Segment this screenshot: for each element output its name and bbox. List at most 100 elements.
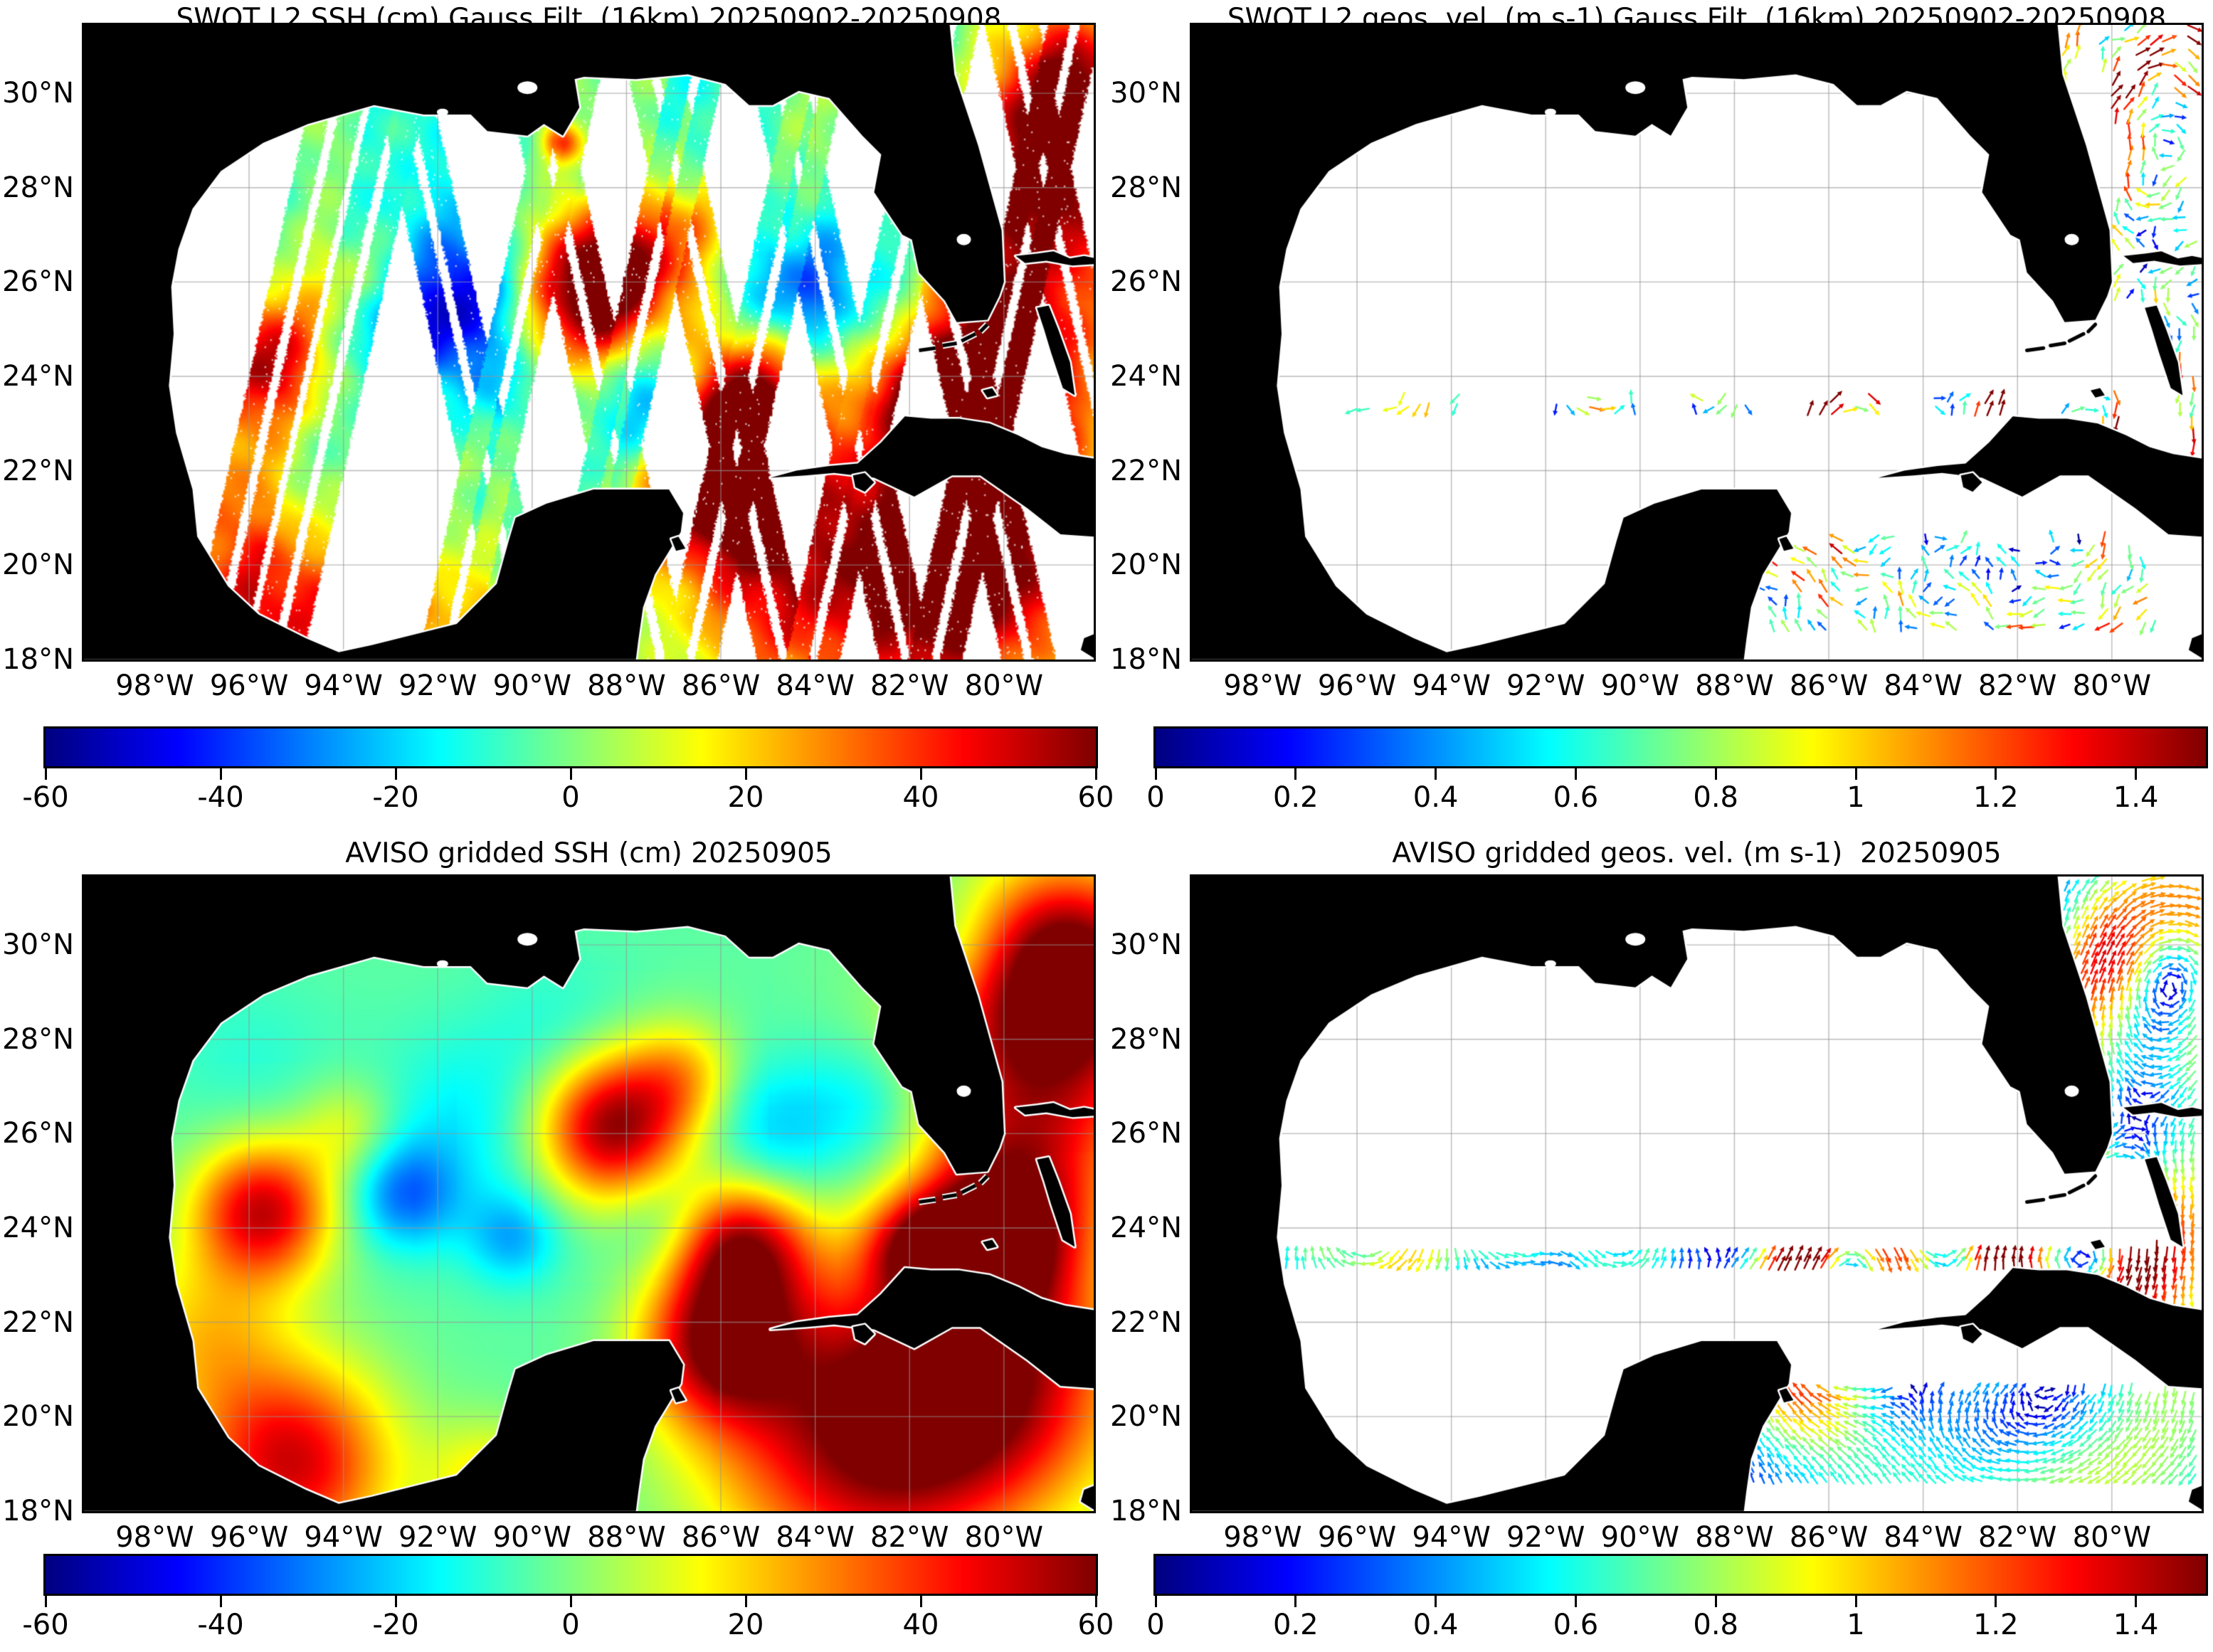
colorbar-tick bbox=[44, 1596, 47, 1607]
colorbar-tick-label: 0 bbox=[561, 1609, 580, 1641]
colorbar-tick bbox=[1995, 768, 1997, 780]
colorbar-tick-label: 1 bbox=[1847, 1609, 1865, 1641]
map-canvas-aviso-ssh bbox=[82, 874, 1096, 1513]
lat-tick-label: 22°N bbox=[1110, 454, 1182, 487]
colorbar-tick-label: 1 bbox=[1847, 781, 1865, 814]
colorbar-tick bbox=[1294, 768, 1297, 780]
lon-tick-label: 90°W bbox=[492, 669, 572, 702]
colorbar-tick-label: 1.2 bbox=[1972, 781, 2019, 814]
colorbar-tick bbox=[44, 768, 47, 780]
colorbar-tick-label: 0.2 bbox=[1272, 1609, 1319, 1641]
lon-tick-label: 94°W bbox=[1412, 669, 1491, 702]
colorbar-tick bbox=[1714, 768, 1717, 780]
lon-tick-label: 96°W bbox=[209, 669, 289, 702]
colorbar-tick bbox=[919, 768, 922, 780]
colorbar-tick bbox=[1094, 1596, 1097, 1607]
colorbar-tick bbox=[394, 768, 397, 780]
colorbar-tick bbox=[1574, 1596, 1577, 1607]
colorbar-tick bbox=[2135, 1596, 2138, 1607]
colorbar-tick-label: -40 bbox=[197, 1609, 244, 1641]
colorbar-tick bbox=[744, 1596, 747, 1607]
lon-tick-label: 86°W bbox=[1789, 1521, 1869, 1554]
lat-tick-label: 24°N bbox=[1110, 1211, 1182, 1244]
lat-tick-label: 26°N bbox=[2, 1117, 74, 1150]
colorbar-tick bbox=[394, 1596, 397, 1607]
colorbar-tick-label: 60 bbox=[1077, 1609, 1114, 1641]
lat-tick-label: 28°N bbox=[1110, 171, 1182, 204]
colorbar-tick bbox=[1435, 1596, 1437, 1607]
colorbar-vel-bottom bbox=[1153, 1554, 2208, 1596]
colorbar-tick-label: 20 bbox=[727, 781, 764, 814]
colorbar-tick bbox=[569, 768, 572, 780]
lon-tick-label: 80°W bbox=[964, 669, 1044, 702]
colorbar-tick bbox=[219, 768, 222, 780]
lon-tick-label: 86°W bbox=[681, 669, 761, 702]
colorbar-tick-label: 20 bbox=[727, 1609, 764, 1641]
lon-tick-label: 84°W bbox=[776, 669, 855, 702]
colorbar-tick-label: 60 bbox=[1077, 781, 1114, 814]
colorbar-tick-label: -20 bbox=[372, 1609, 419, 1641]
colorbar-tick bbox=[1435, 768, 1437, 780]
colorbar-tick bbox=[744, 768, 747, 780]
colorbar-tick bbox=[1854, 768, 1857, 780]
colorbar-tick-label: 40 bbox=[902, 1609, 939, 1641]
colorbar-tick-label: -20 bbox=[372, 781, 419, 814]
colorbar-tick-label: 0.8 bbox=[1693, 781, 1738, 814]
lat-tick-label: 30°N bbox=[1110, 928, 1182, 962]
colorbar-tick-label: 1.4 bbox=[2113, 781, 2159, 814]
lat-tick-label: 20°N bbox=[1110, 1400, 1182, 1434]
lon-tick-label: 92°W bbox=[398, 669, 477, 702]
colorbar-tick bbox=[1094, 768, 1097, 780]
colorbar-tick-label: 1.2 bbox=[1972, 1609, 2019, 1641]
colorbar-tick bbox=[1714, 1596, 1717, 1607]
colorbar-tick-label: 0 bbox=[1146, 781, 1165, 814]
lon-tick-label: 82°W bbox=[870, 669, 949, 702]
lon-tick-label: 94°W bbox=[1412, 1521, 1491, 1554]
lon-tick-label: 98°W bbox=[1223, 669, 1302, 702]
lat-tick-label: 18°N bbox=[2, 1494, 74, 1527]
colorbar-tick-label: -60 bbox=[22, 1609, 69, 1641]
lon-tick-label: 98°W bbox=[1223, 1521, 1302, 1554]
lon-tick-label: 98°W bbox=[115, 669, 194, 702]
lat-tick-label: 24°N bbox=[2, 359, 74, 393]
lon-tick-label: 88°W bbox=[587, 1521, 666, 1554]
colorbar-tick-label: 0.4 bbox=[1412, 781, 1459, 814]
lat-tick-label: 20°N bbox=[2, 549, 74, 582]
lat-tick-label: 30°N bbox=[2, 77, 74, 110]
lon-tick-label: 96°W bbox=[209, 1521, 289, 1554]
colorbar-ssh-top bbox=[43, 726, 1098, 768]
lon-tick-label: 82°W bbox=[1978, 1521, 2057, 1554]
colorbar-vel-top bbox=[1153, 726, 2208, 768]
lat-tick-label: 24°N bbox=[2, 1211, 74, 1244]
colorbar-ssh-bottom bbox=[43, 1554, 1098, 1596]
lon-tick-label: 84°W bbox=[776, 1521, 855, 1554]
lon-tick-label: 90°W bbox=[492, 1521, 572, 1554]
colorbar-tick bbox=[1294, 1596, 1297, 1607]
lat-tick-label: 22°N bbox=[2, 1306, 74, 1339]
lat-tick-label: 24°N bbox=[1110, 359, 1182, 393]
colorbar-tick bbox=[2135, 768, 2138, 780]
lon-tick-label: 86°W bbox=[681, 1521, 761, 1554]
lon-tick-label: 96°W bbox=[1317, 669, 1397, 702]
colorbar-tick-label: 0.8 bbox=[1693, 1609, 1738, 1641]
lon-tick-label: 80°W bbox=[2072, 1521, 2152, 1554]
lon-tick-label: 98°W bbox=[115, 1521, 194, 1554]
lon-tick-label: 80°W bbox=[964, 1521, 1044, 1554]
panel-title-aviso-vel: AVISO gridded geos. vel. (m s-1) 2025090… bbox=[1392, 837, 2002, 869]
map-canvas-swot-vel bbox=[1190, 23, 2204, 662]
lat-tick-label: 18°N bbox=[2, 642, 74, 676]
lon-tick-label: 82°W bbox=[870, 1521, 949, 1554]
lat-tick-label: 26°N bbox=[2, 265, 74, 299]
colorbar-tick bbox=[1154, 768, 1157, 780]
lon-tick-label: 88°W bbox=[1695, 1521, 1774, 1554]
lat-tick-label: 18°N bbox=[1110, 1494, 1182, 1527]
lon-tick-label: 90°W bbox=[1600, 669, 1680, 702]
colorbar-tick bbox=[919, 1596, 922, 1607]
lon-tick-label: 80°W bbox=[2072, 669, 2152, 702]
colorbar-tick-label: 40 bbox=[902, 781, 939, 814]
colorbar-tick-label: -60 bbox=[22, 781, 69, 814]
lon-tick-label: 96°W bbox=[1317, 1521, 1397, 1554]
colorbar-tick-label: 0.6 bbox=[1553, 1609, 1599, 1641]
colorbar-tick-label: -40 bbox=[197, 781, 244, 814]
colorbar-tick-label: 0.2 bbox=[1272, 781, 1319, 814]
